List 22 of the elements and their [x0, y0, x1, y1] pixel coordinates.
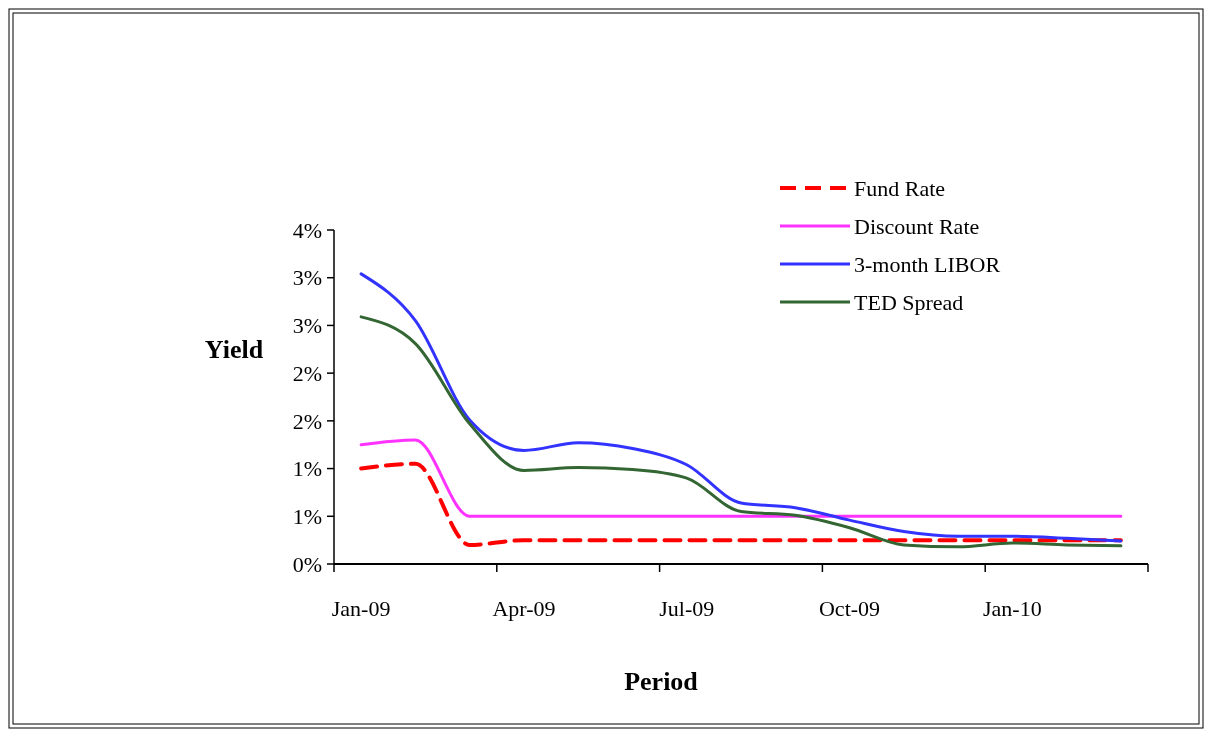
y-tick-label: 3%: [292, 265, 322, 291]
legend-label: Fund Rate: [854, 175, 946, 201]
legend-label: TED Spread: [854, 289, 964, 315]
x-tick-label: Jul-09: [659, 596, 715, 621]
x-tick-label: Jan-10: [983, 596, 1042, 621]
y-tick-label: 3%: [292, 313, 322, 339]
y-tick-label: 2%: [292, 360, 322, 386]
x-axis-title: Period: [624, 667, 699, 696]
legend-label: Discount Rate: [854, 213, 980, 239]
line-series: [359, 461, 1123, 547]
y-tick-label: 1%: [292, 503, 322, 529]
x-tick-label: Jan-09: [331, 596, 391, 621]
y-tick-label: 4%: [292, 217, 322, 243]
y-axis-title: Yield: [204, 335, 264, 364]
y-tick-label: 2%: [292, 408, 322, 434]
y-tick-label: 1%: [292, 456, 322, 482]
legend-label: 3-month LIBOR: [854, 251, 1001, 277]
y-tick-label: 0%: [292, 551, 322, 577]
line-series: [359, 272, 1123, 543]
x-tick-label: Oct-09: [818, 596, 881, 621]
x-tick-label: Apr-09: [492, 596, 556, 621]
line-series: [359, 315, 1123, 549]
